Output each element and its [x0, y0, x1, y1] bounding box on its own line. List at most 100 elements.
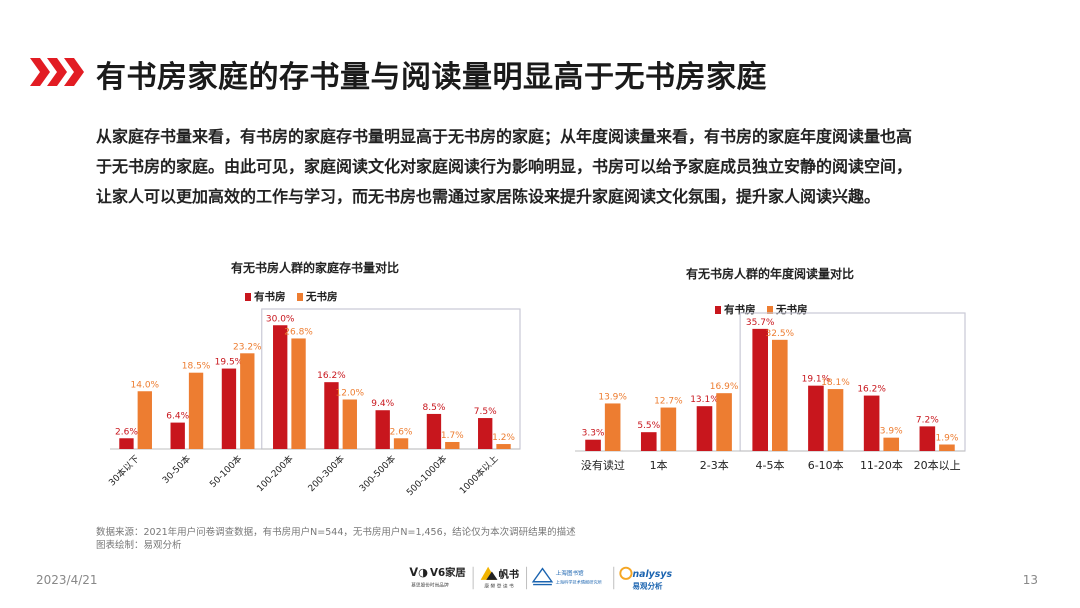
x-tick-label: 1000本以上: [457, 453, 501, 497]
x-tick-label: 1本: [650, 458, 668, 472]
data-label: 18.5%: [182, 362, 211, 372]
data-label: 6.4%: [166, 412, 189, 422]
chevron-arrows-icon: [30, 58, 84, 86]
bar-with-study: [640, 432, 657, 451]
library-logo: 上海图书馆 上海科学技术情报研究所: [531, 567, 603, 586]
bar-with-study: [273, 325, 288, 449]
legend-label: 有书房: [254, 290, 286, 303]
x-tick-label: 11-20本: [860, 458, 903, 472]
data-label: 7.2%: [916, 415, 939, 425]
legend-swatch: [245, 293, 251, 301]
bar-with-study: [478, 418, 493, 449]
bar-with-study: [863, 395, 880, 451]
bar-with-study: [808, 385, 824, 451]
data-label: 19.5%: [215, 358, 244, 368]
bar-without-study: [604, 403, 621, 451]
bar-without-study: [827, 389, 844, 451]
footer-date: 2023/4/21: [36, 573, 98, 587]
intro-line: 从家庭存书量来看，有书房的家庭存书量明显高于无书房的家庭；从年度阅读量来看，有书…: [96, 127, 913, 146]
bar-without-study: [291, 338, 306, 449]
page-title: 有书房家庭的存书量与阅读量明显高于无书房家庭: [96, 60, 767, 95]
x-tick-label: 30-50本: [160, 453, 193, 486]
analysys-logo-cn: 易观分析: [633, 580, 663, 590]
data-source-note: 数据来源：2021年用户问卷调查数据，有书房用户N=544，无书房用户N=1,4…: [96, 527, 576, 538]
analysys-logo-name: nalysys: [633, 569, 673, 580]
bar-without-study: [240, 353, 255, 449]
bar-without-study: [772, 339, 788, 451]
x-tick-label: 50-100本: [207, 453, 244, 490]
bar-with-study: [324, 382, 339, 449]
bar-without-study: [445, 441, 460, 449]
data-label: 19.1%: [802, 375, 831, 385]
data-label: 8.5%: [423, 403, 446, 413]
data-label: 9.4%: [371, 399, 394, 409]
bar-without-study: [137, 391, 152, 449]
fanshu-logo-tagline: 康 樊 登 读 书: [484, 582, 514, 589]
data-label: 16.2%: [857, 385, 886, 395]
data-label: 18.1%: [821, 378, 850, 388]
chart-title: 有无书房人群的家庭存书量对比: [231, 260, 399, 275]
data-label: 12.0%: [336, 389, 365, 399]
analysys-logo: nalysys 易观分析: [619, 566, 673, 590]
data-label: 3.3%: [582, 429, 605, 439]
x-tick-label: 300-500本: [357, 453, 398, 494]
data-label: 3.9%: [880, 427, 903, 437]
bar-with-study: [919, 426, 936, 451]
v6-logo: V◑ V6家居 慕思股份时尚品牌: [409, 566, 465, 588]
data-label: 16.2%: [317, 371, 346, 381]
svg-text:V◑: V◑: [409, 566, 428, 579]
intro-line: 让家人可以更加高效的工作与学习，而无书房也需通过家居陈设来提升家庭阅读文化氛围，…: [96, 187, 881, 206]
partner-logos: V◑ V6家居 慕思股份时尚品牌 帆书 康 樊 登 读 书 上海图书馆 上海科学…: [409, 566, 673, 590]
intro-paragraph: 从家庭存书量来看，有书房的家庭存书量明显高于无书房的家庭；从年度阅读量来看，有书…: [96, 122, 1026, 212]
x-tick-label: 没有读过: [581, 458, 625, 472]
data-label: 14.0%: [131, 380, 160, 390]
bar-without-study: [342, 399, 357, 449]
data-label: 7.5%: [474, 407, 497, 417]
x-tick-label: 100-200本: [254, 453, 295, 494]
bar-without-study: [393, 438, 409, 449]
data-label: 1.7%: [441, 431, 464, 441]
v6-logo-name: V6家居: [430, 566, 466, 579]
legend-swatch: [715, 306, 721, 314]
data-label: 13.9%: [598, 392, 627, 402]
library-logo-name: 上海图书馆: [556, 569, 584, 577]
bar-with-study: [119, 438, 134, 449]
bar-with-study: [170, 422, 185, 449]
data-label: 1.2%: [492, 433, 515, 443]
x-tick-label: 6-10本: [808, 458, 844, 472]
bar-without-study: [188, 372, 204, 449]
legend-swatch: [767, 306, 773, 314]
data-label: 16.9%: [710, 382, 739, 392]
intro-line: 于无书房的家庭。由此可见，家庭阅读文化对家庭阅读行为影响明显，书房可以给予家庭成…: [96, 157, 913, 176]
data-label: 13.1%: [690, 395, 719, 405]
x-tick-label: 20本以上: [914, 458, 961, 472]
legend-label: 无书房: [305, 290, 338, 303]
data-label: 35.7%: [746, 318, 775, 328]
bar-with-study: [585, 439, 601, 451]
data-label: 1.9%: [936, 434, 959, 444]
legend-label: 无书房: [775, 303, 808, 316]
bar-without-study: [660, 407, 677, 451]
data-label: 5.5%: [637, 421, 660, 431]
data-label: 12.7%: [654, 397, 683, 407]
bar-with-study: [221, 368, 237, 449]
page-number: 13: [1022, 573, 1038, 587]
chart-title: 有无书房人群的年度阅读量对比: [686, 266, 854, 281]
bar-with-study: [696, 406, 713, 451]
bar-without-study: [496, 444, 511, 449]
x-tick-label: 30本以下: [106, 453, 142, 489]
v6-logo-tagline: 慕思股份时尚品牌: [411, 581, 449, 588]
data-label: 2.6%: [115, 427, 138, 437]
chart-legend: 有书房 无书房: [245, 290, 338, 303]
library-logo-tagline: 上海科学技术情报研究所: [556, 579, 603, 586]
fanshu-logo-name: 帆书: [498, 568, 519, 581]
x-tick-label: 500-1000本: [404, 453, 449, 498]
fanshu-logo: 帆书 康 樊 登 读 书: [480, 566, 520, 589]
x-tick-label: 200-300本: [305, 453, 346, 494]
data-label: 30.0%: [266, 314, 295, 324]
bar-without-study: [939, 444, 955, 451]
data-label: 26.8%: [284, 327, 313, 337]
bar-with-study: [375, 410, 390, 449]
data-label: 23.2%: [233, 342, 262, 352]
